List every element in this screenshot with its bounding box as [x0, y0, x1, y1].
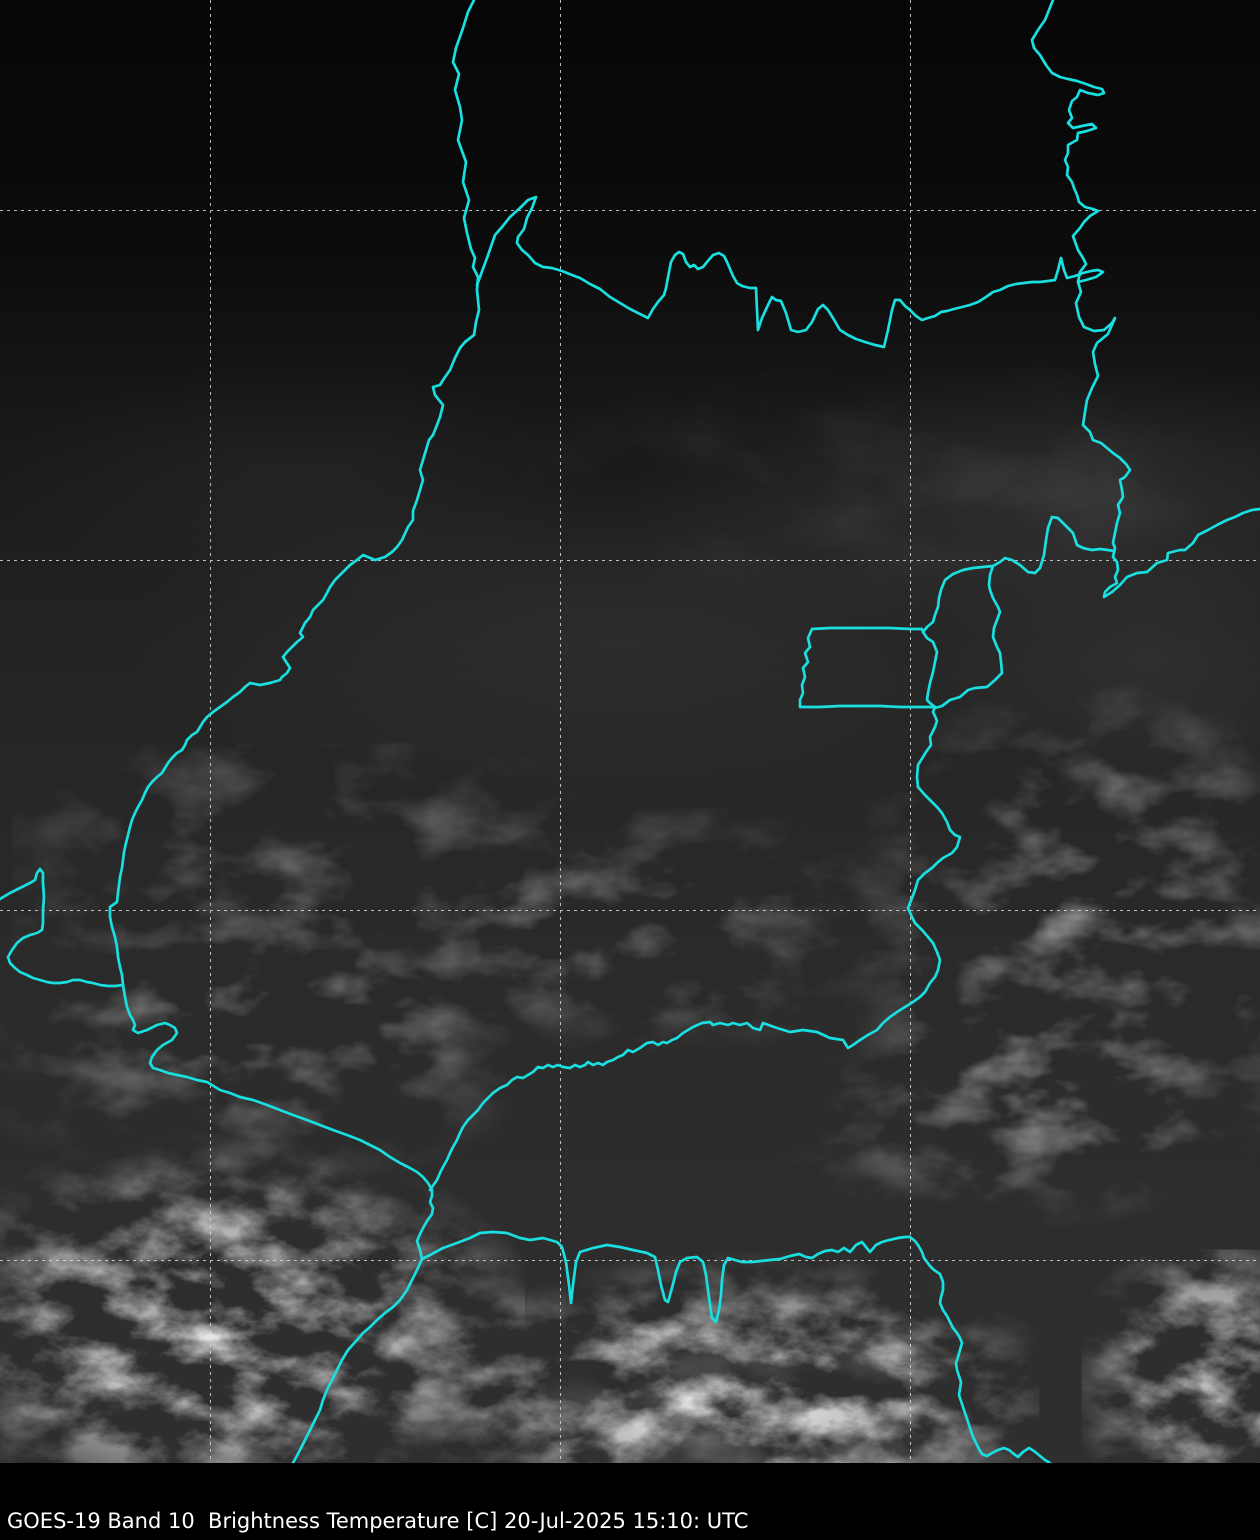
boundary-right-river: [1030, 0, 1260, 599]
boundary-overlay: [0, 0, 1260, 1465]
boundary-junction-west: [921, 564, 995, 634]
cloud-fields: [0, 370, 1260, 1463]
boundary-hairpin-east: [475, 195, 1105, 349]
boundary-junction-hump: [991, 515, 1116, 575]
boundary-junction-south: [933, 564, 1004, 710]
caption: GOES-19 Band 10 Brightness Temperature […: [7, 1509, 749, 1533]
satellite-map: [0, 0, 1260, 1465]
graticule-overlay: [0, 0, 1260, 1463]
boundary-bottom-east: [420, 1230, 1052, 1465]
boundary-left-hook: [0, 867, 125, 988]
boundary-mid-river: [428, 705, 962, 1192]
boundary-left-river: [108, 0, 481, 1465]
satellite-map-area: [0, 0, 1260, 1465]
